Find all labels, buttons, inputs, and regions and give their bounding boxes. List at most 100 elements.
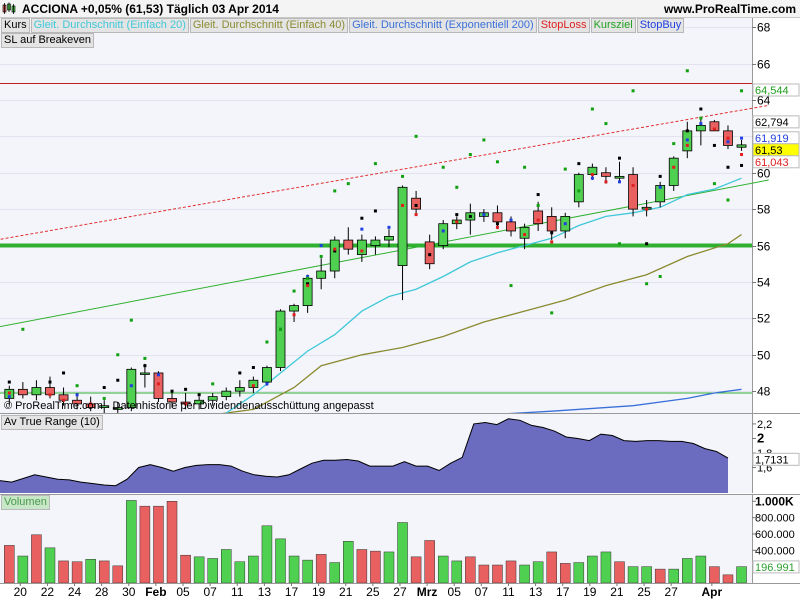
volume-bar	[139, 505, 151, 583]
volume-bar	[31, 534, 42, 583]
black-signal-dot	[7, 380, 11, 384]
legend-item[interactable]: Gleit. Durchschnitt (Einfach 20)	[30, 18, 189, 33]
volume-bar	[58, 560, 69, 583]
x-tick-label: 20	[14, 585, 28, 599]
volume-bar	[71, 561, 83, 583]
red-signal-dot	[401, 203, 405, 207]
copyright-notice: © ProRealTime.com - Datenhistorie per Di…	[4, 400, 374, 412]
price-box	[752, 83, 800, 97]
candle-body	[167, 398, 177, 403]
volume-bar	[4, 545, 15, 583]
x-tick-label: 28	[95, 585, 109, 599]
price-box	[752, 115, 800, 129]
volume-bar	[492, 564, 503, 583]
green-signal-dot	[455, 185, 459, 189]
red-signal-dot	[523, 233, 527, 237]
volume-bar	[627, 566, 639, 583]
red-signal-dot	[712, 127, 716, 131]
volume-bar	[451, 560, 463, 583]
candle-body	[316, 270, 327, 279]
green-signal-dot	[211, 382, 215, 386]
candle-body	[533, 210, 544, 225]
sma40-line	[221, 234, 742, 413]
candle-body	[573, 174, 584, 203]
lower-trend-channel	[0, 179, 769, 328]
blue-signal-dot	[387, 225, 391, 229]
legend-item[interactable]: Gleit. Durchschnitt (Einfach 40)	[189, 18, 349, 33]
volume-bar	[329, 562, 340, 583]
price-box-label: 61,919	[755, 133, 789, 145]
volume-bar	[410, 556, 422, 583]
candle-body	[424, 241, 435, 265]
green-signal-dot	[509, 284, 513, 288]
green-signal-dot	[563, 167, 567, 171]
volume-bar	[682, 558, 693, 583]
green-signal-dot	[292, 289, 296, 293]
price-chart[interactable]: 686664626058565452504864,54462,79461,919…	[0, 18, 800, 413]
x-tick-label: 17	[285, 585, 299, 599]
blue-signal-dot	[265, 382, 269, 386]
green-signal-dot	[618, 242, 621, 246]
site-url[interactable]: www.ProRealTime.com	[663, 2, 796, 16]
volume-chart[interactable]: 1.000K800.000600.000400.000200.000196.99…	[0, 494, 800, 583]
volume-bar	[370, 550, 381, 583]
volume-label: Volumen	[1, 495, 50, 510]
atr-chart[interactable]: 2,221,81,61,7131	[0, 413, 800, 493]
candle-body	[343, 239, 354, 250]
legend-item[interactable]: StopBuy	[636, 18, 685, 33]
atr-tick-label: 2,2	[757, 419, 772, 431]
volume-bar	[180, 554, 191, 583]
volume-bar	[668, 568, 679, 583]
green-signal-dot	[75, 384, 79, 388]
candle-body	[601, 172, 611, 177]
green-signal-dot	[712, 182, 716, 186]
green-signal-dot	[495, 160, 499, 164]
legend-item[interactable]: StopLoss	[537, 18, 590, 33]
red-signal-dot	[48, 393, 52, 397]
candle-body	[207, 396, 218, 401]
volume-bar	[288, 555, 300, 583]
price-tick-label: 64	[757, 94, 771, 108]
green-signal-dot	[645, 282, 649, 286]
green-signal-dot	[550, 311, 554, 315]
candle-body	[356, 239, 367, 256]
x-tick-label: 25	[637, 585, 651, 599]
candle-body	[506, 221, 516, 232]
volume-bar	[397, 522, 408, 583]
black-signal-dot	[373, 209, 377, 213]
green-signal-dot	[726, 198, 730, 202]
green-signal-dot	[333, 189, 337, 193]
black-signal-dot	[102, 386, 106, 390]
ema200-line	[508, 388, 742, 413]
x-tick-label: 11	[502, 585, 515, 599]
black-signal-dot	[360, 216, 364, 220]
candle-body	[17, 388, 28, 396]
x-tick-label: 27	[665, 585, 679, 599]
legend-item[interactable]: Gleit. Durchschnitt (Exponentiell 200)	[349, 18, 537, 33]
black-signal-dot	[197, 393, 201, 397]
green-signal-dot	[523, 165, 527, 169]
candle-body	[370, 239, 381, 246]
green-signal-dot	[699, 116, 703, 120]
black-signal-dot	[468, 214, 472, 218]
volume-bar	[532, 561, 544, 583]
red-signal-dot	[495, 225, 499, 229]
volume-bar	[356, 549, 368, 583]
candle-body	[628, 174, 638, 210]
volume-bar	[126, 500, 137, 583]
volume-bar	[465, 556, 476, 583]
candle-body	[112, 407, 123, 410]
volume-value-box	[752, 560, 800, 574]
atr-area	[0, 418, 728, 493]
atr-line	[0, 418, 729, 487]
blue-signal-dot	[726, 140, 730, 144]
atr-value: 1,7131	[755, 454, 789, 466]
blue-signal-dot	[319, 244, 323, 248]
blue-signal-dot	[441, 229, 445, 233]
black-signal-dot	[333, 249, 337, 253]
black-signal-dot	[712, 143, 716, 147]
black-signal-dot	[740, 163, 744, 167]
legend-item[interactable]: Kursziel	[590, 18, 636, 33]
green-signal-dot	[577, 189, 581, 193]
legend-item[interactable]: Kurs	[1, 18, 30, 33]
